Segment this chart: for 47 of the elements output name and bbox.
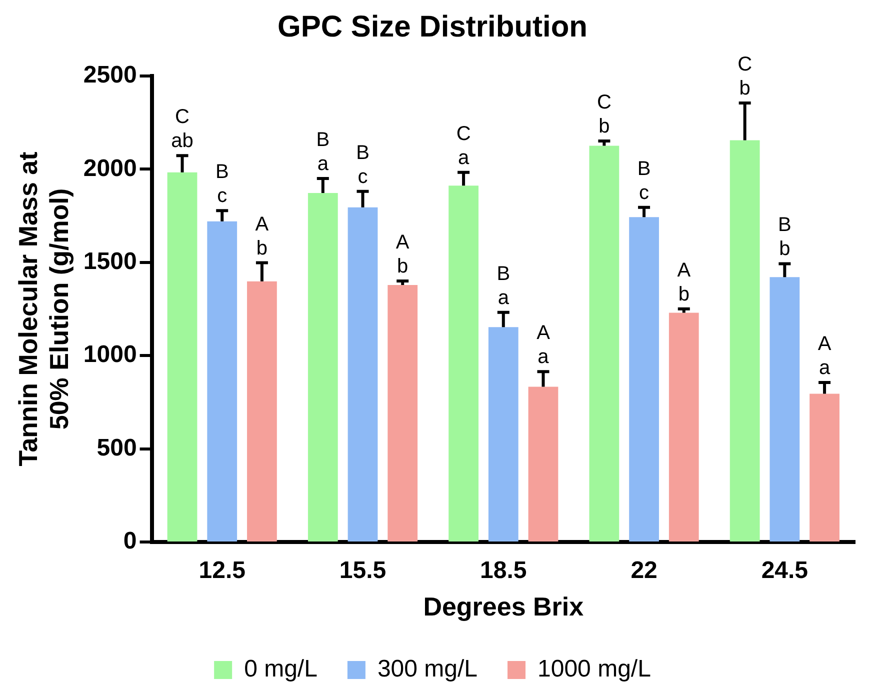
bar (448, 186, 478, 542)
y-tick-label: 2000 (83, 154, 137, 182)
bar (308, 193, 338, 542)
data-label: A b (677, 259, 692, 306)
bar (167, 172, 198, 542)
data-label: A a (536, 322, 551, 368)
data-label: C b (738, 54, 752, 100)
x-tick-label: 24.5 (761, 557, 808, 584)
legend-label: 0 mg/L (244, 656, 318, 683)
chart-title: GPC Size Distribution (277, 10, 588, 44)
data-label: C ab (171, 106, 194, 152)
x-tick-label: 15.5 (339, 557, 386, 584)
bar (207, 221, 238, 542)
bar (770, 277, 800, 542)
y-tick-label: 1000 (83, 341, 137, 368)
bar (668, 312, 699, 542)
data-label: B b (778, 214, 792, 260)
x-tick-label: 12.5 (198, 557, 246, 584)
data-label: A b (255, 213, 270, 260)
bar (247, 281, 277, 542)
bar (488, 327, 518, 542)
y-axis-title: Tannin Molecular Mass at 50% Elution (g/mol) (12, 151, 74, 466)
x-tick-label: 22 (630, 557, 658, 584)
data-label: B a (496, 262, 510, 309)
legend-label: 1000 mg/L (538, 656, 651, 683)
data-label: C a (456, 122, 471, 169)
bar (348, 207, 378, 542)
data-label: A b (396, 232, 410, 278)
data-label: C b (596, 92, 612, 138)
bar (730, 140, 760, 542)
data-label: B c (637, 158, 651, 204)
y-tick-label: 2500 (83, 62, 137, 89)
x-axis-title: Degrees Brix (423, 592, 584, 622)
bar (810, 394, 840, 542)
y-tick-label: 1500 (83, 248, 137, 276)
legend-label: 300 mg/L (377, 656, 478, 683)
y-tick-label: 500 (96, 434, 137, 462)
bar (388, 284, 418, 542)
data-label: B c (215, 161, 229, 208)
y-tick-label: 0 (123, 528, 137, 555)
x-tick-label: 18.5 (480, 557, 527, 584)
data-label: A a (818, 332, 832, 379)
bar (528, 386, 558, 542)
data-label: B c (356, 142, 370, 188)
bar (629, 217, 659, 542)
bar (589, 146, 620, 542)
data-label: B a (316, 129, 330, 176)
